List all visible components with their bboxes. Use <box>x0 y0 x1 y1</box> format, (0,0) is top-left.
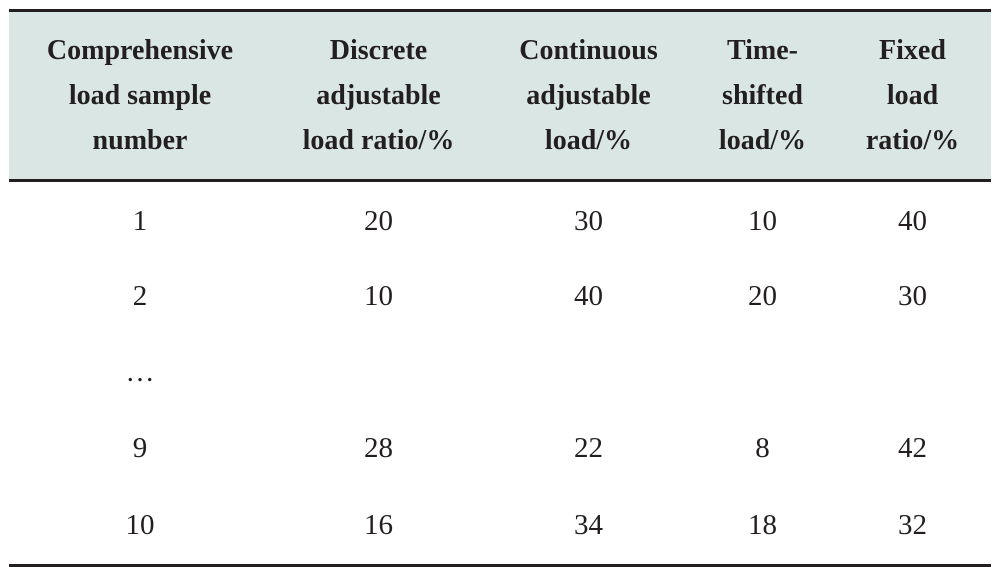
cell-sample-number: 10 <box>9 486 271 567</box>
table-row: … <box>9 334 991 410</box>
cell-time-shifted-load: 18 <box>691 486 834 567</box>
header-sample-number: Comprehensive load sample number <box>9 9 271 182</box>
header-continuous-load: Continuous adjustable load/% <box>486 9 691 182</box>
table-header: Comprehensive load sample number Discret… <box>9 9 991 182</box>
table-row: 2 10 40 20 30 <box>9 258 991 334</box>
data-table-container: Comprehensive load sample number Discret… <box>9 9 991 567</box>
header-text: ratio/% <box>865 125 960 156</box>
cell-continuous-load: 30 <box>574 205 603 237</box>
cell-fixed-load <box>834 334 991 410</box>
cell-sample-number: 9 <box>132 431 148 464</box>
cell-sample-number: 1 <box>132 205 148 237</box>
header-text: load/% <box>718 125 807 156</box>
cell-time-shifted-load: 20 <box>748 279 777 312</box>
cell-fixed-load: 40 <box>898 205 927 237</box>
cell-fixed-load: 42 <box>898 431 927 464</box>
header-time-shifted-load: Time- shifted load/% <box>691 9 834 182</box>
header-text: load ratio/% <box>302 125 455 156</box>
cell-time-shifted-load <box>691 334 834 410</box>
cell-continuous-load: 40 <box>574 279 603 312</box>
header-text: Time- <box>726 35 799 66</box>
cell-discrete-load: 28 <box>364 431 393 464</box>
header-text: adjustable <box>526 80 651 111</box>
cell-sample-number: 2 <box>132 279 148 312</box>
header-text: adjustable <box>316 80 441 111</box>
cell-time-shifted-load: 8 <box>755 431 770 464</box>
cell-discrete-load: 20 <box>364 205 393 237</box>
table-row: 10 16 34 18 32 <box>9 486 991 567</box>
header-text: Discrete <box>329 35 428 66</box>
cell-continuous-load: 22 <box>574 431 603 464</box>
cell-time-shifted-load: 10 <box>748 205 777 237</box>
load-ratio-table: Comprehensive load sample number Discret… <box>9 9 991 567</box>
header-text: Fixed <box>879 35 946 66</box>
header-row: Comprehensive load sample number Discret… <box>9 9 991 182</box>
cell-sample-number: … <box>125 355 155 388</box>
header-text: load/% <box>544 125 633 156</box>
header-fixed-load: Fixed load ratio/% <box>834 9 991 182</box>
header-text: number <box>92 125 188 156</box>
cell-fixed-load: 32 <box>834 486 991 567</box>
cell-continuous-load: 34 <box>486 486 691 567</box>
header-text: shifted <box>722 80 803 111</box>
cell-continuous-load <box>486 334 691 410</box>
table-row: 1 20 30 10 40 <box>9 181 991 259</box>
cell-discrete-load <box>271 334 486 410</box>
cell-discrete-load: 16 <box>271 486 486 567</box>
cell-fixed-load: 30 <box>898 279 927 312</box>
header-discrete-load: Discrete adjustable load ratio/% <box>271 9 486 182</box>
header-text: load <box>886 80 939 111</box>
header-text: load sample <box>68 80 212 111</box>
header-text: Comprehensive <box>46 35 234 66</box>
table-row: 9 28 22 8 42 <box>9 410 991 486</box>
table-body: 1 20 30 10 40 2 10 40 20 30 … 9 <box>9 181 991 567</box>
header-text: Continuous <box>519 35 658 66</box>
cell-discrete-load: 10 <box>364 279 393 312</box>
